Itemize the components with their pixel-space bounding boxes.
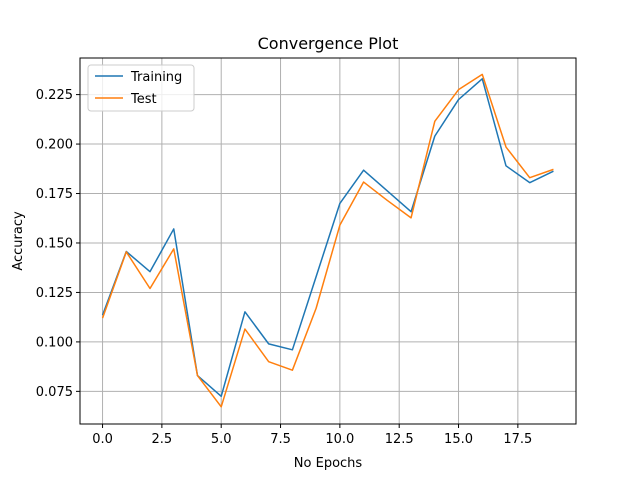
x-axis-label: No Epochs xyxy=(294,456,363,471)
y-tick-label: 0.150 xyxy=(36,236,73,251)
x-tick-label: 7.5 xyxy=(270,432,291,447)
y-tick-label: 0.075 xyxy=(36,385,73,400)
chart-title: Convergence Plot xyxy=(258,34,399,53)
tick-layer: 0.0 2.5 5.0 7.5 10.0 12.5 15.0 17.5 0.075 0.100 0.… xyxy=(36,88,533,447)
x-tick-label: 2.5 xyxy=(152,432,173,447)
grid-layer xyxy=(80,58,576,424)
y-tick-label: 0.225 xyxy=(36,88,73,103)
y-tick-label: 0.200 xyxy=(36,138,73,153)
series-line-test xyxy=(101,73,554,408)
y-tick-label: 0.100 xyxy=(36,335,73,350)
y-tick-label: 0.175 xyxy=(36,187,73,202)
legend-label: Training xyxy=(130,70,182,85)
series-layer xyxy=(101,73,554,408)
legend: Training Test xyxy=(87,64,195,112)
x-tick-label: 5.0 xyxy=(211,432,232,447)
plot-frame xyxy=(79,57,577,425)
x-tick-label: 12.5 xyxy=(385,432,414,447)
x-tick-label: 17.5 xyxy=(503,432,532,447)
x-tick-label: 0.0 xyxy=(92,432,113,447)
y-tick-label: 0.125 xyxy=(36,286,73,301)
series-line-training xyxy=(101,78,554,398)
legend-label: Test xyxy=(130,92,157,107)
x-tick-label: 10.0 xyxy=(325,432,354,447)
x-tick-label: 15.0 xyxy=(444,432,473,447)
y-axis-label: Accuracy xyxy=(11,211,26,271)
